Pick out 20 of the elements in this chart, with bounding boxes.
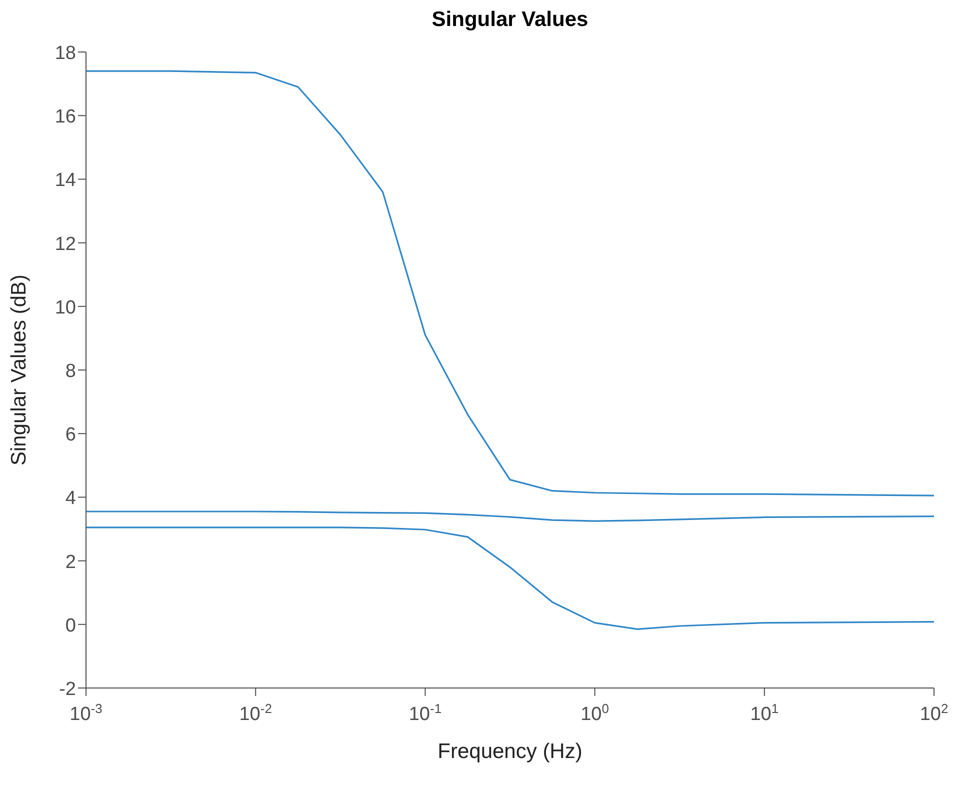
y-tick-label: 2 xyxy=(65,552,76,573)
y-tick-label: 6 xyxy=(65,424,76,446)
y-tick-label: -2 xyxy=(59,679,76,700)
y-tick-label: 4 xyxy=(65,488,76,510)
x-tick-label: 10$^{-1}$ xyxy=(408,700,442,725)
y-axis-title: Singular Values (dB) xyxy=(7,274,30,466)
x-axis-title: Frequency (Hz) xyxy=(438,740,582,763)
y-tick-label: 8 xyxy=(65,361,76,382)
x-tick-label: 10$^{0}$ xyxy=(580,700,609,725)
y-tick-label: 16 xyxy=(54,106,76,128)
y-tick-label: 18 xyxy=(54,43,76,64)
y-tick-label: 14 xyxy=(54,170,76,192)
y-tick-label: 0 xyxy=(65,615,76,636)
y-tick-label: 12 xyxy=(54,234,76,255)
y-tick-label: 10 xyxy=(54,297,76,318)
x-tick-label: 10$^{2}$ xyxy=(920,700,948,725)
x-tick-label: 10$^{1}$ xyxy=(750,700,779,725)
x-tick-label: 10$^{-2}$ xyxy=(239,700,272,725)
x-tick-label: 10$^{-3}$ xyxy=(70,700,102,725)
chart-title: Singular Values xyxy=(430,8,590,33)
